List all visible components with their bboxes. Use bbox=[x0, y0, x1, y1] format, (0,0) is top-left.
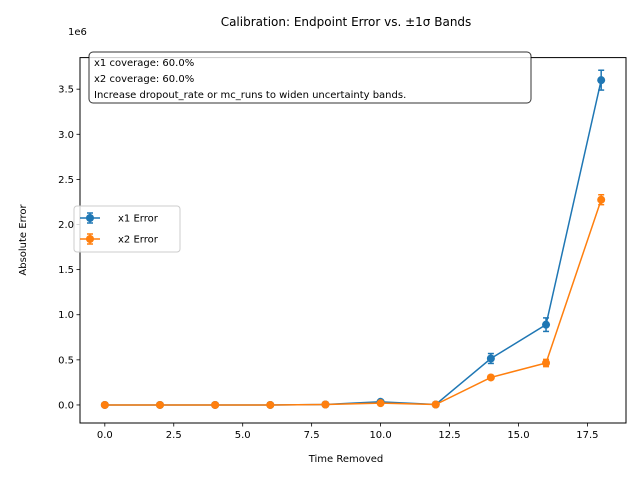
legend-marker bbox=[86, 214, 94, 222]
data-point bbox=[486, 373, 495, 382]
y-tick-label: 1.5 bbox=[58, 265, 74, 276]
y-tick-label: 0.0 bbox=[58, 400, 74, 411]
y-tick-label: 2.0 bbox=[58, 220, 74, 231]
legend: x1 Error x2 Error bbox=[73, 205, 181, 253]
data-point bbox=[431, 400, 440, 409]
annotation-line-1: x1 coverage: 60.0% bbox=[94, 58, 194, 69]
data-point bbox=[211, 400, 220, 409]
y-axis-ticks: 0.0 0.5 1.0 1.5 2.0 2.5 3.0 3.5 bbox=[58, 85, 80, 411]
annotation-background bbox=[88, 51, 532, 104]
x-tick-label: 7.5 bbox=[304, 430, 320, 441]
data-point bbox=[542, 359, 551, 368]
legend-item: x2 Error bbox=[80, 233, 159, 246]
y-axis-title: Absolute Error bbox=[18, 203, 29, 275]
y-axis-offset-label: 1e6 bbox=[68, 27, 87, 38]
data-point bbox=[486, 354, 495, 363]
data-point bbox=[542, 320, 551, 329]
data-point bbox=[597, 76, 606, 85]
annotation-line-2: x2 coverage: 60.0% bbox=[94, 74, 194, 85]
x-tick-label: 10.0 bbox=[369, 430, 391, 441]
chart-title: Calibration: Endpoint Error vs. ±1σ Band… bbox=[221, 15, 472, 29]
data-point bbox=[155, 400, 164, 409]
coverage-annotation: x1 coverage: 60.0% x2 coverage: 60.0% In… bbox=[88, 51, 532, 104]
series-2 bbox=[100, 193, 606, 409]
x-axis-ticks: 0.0 2.5 5.0 7.5 10.0 12.5 15.0 17.5 bbox=[97, 423, 599, 441]
data-point bbox=[376, 399, 385, 408]
x-tick-label: 17.5 bbox=[576, 430, 598, 441]
series-layer bbox=[100, 69, 606, 409]
data-point bbox=[597, 195, 606, 204]
annotation-line-3: Increase dropout_rate or mc_runs to wide… bbox=[94, 90, 406, 101]
series-line bbox=[104, 199, 602, 406]
legend-item: x1 Error bbox=[80, 212, 159, 225]
x-tick-label: 15.0 bbox=[507, 430, 529, 441]
y-tick-label: 3.5 bbox=[58, 85, 74, 96]
legend-label: x2 Error bbox=[118, 235, 159, 246]
legend-marker bbox=[86, 235, 94, 243]
data-point bbox=[321, 400, 330, 409]
x-tick-label: 2.5 bbox=[166, 430, 182, 441]
x-tick-label: 5.0 bbox=[235, 430, 251, 441]
data-point bbox=[266, 400, 275, 409]
legend-label: x1 Error bbox=[118, 214, 159, 225]
x-tick-label: 0.0 bbox=[97, 430, 113, 441]
legend-frame bbox=[73, 205, 181, 253]
y-tick-label: 0.5 bbox=[58, 355, 74, 366]
y-tick-label: 2.5 bbox=[58, 175, 74, 186]
x-axis-title: Time Removed bbox=[308, 454, 384, 465]
data-point bbox=[100, 400, 109, 409]
x-tick-label: 12.5 bbox=[438, 430, 460, 441]
y-tick-label: 3.0 bbox=[58, 130, 74, 141]
y-tick-label: 1.0 bbox=[58, 310, 74, 321]
